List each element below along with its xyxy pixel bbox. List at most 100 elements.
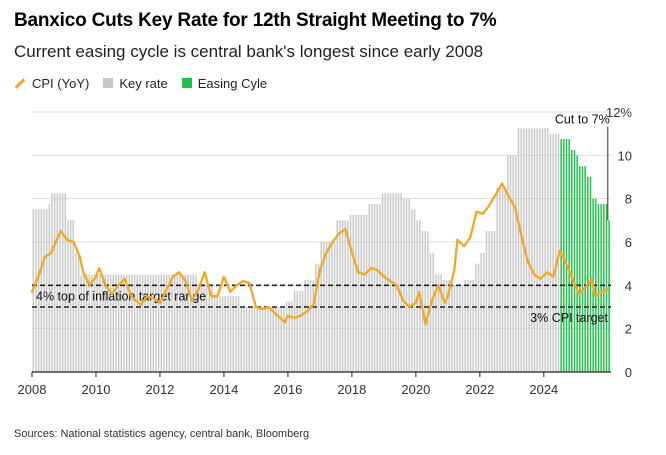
key-rate-bar bbox=[507, 155, 509, 372]
cpi-line bbox=[30, 182, 609, 326]
key-rate-bar bbox=[397, 193, 400, 372]
key-rate-bar bbox=[187, 274, 189, 372]
key-rate-bar bbox=[56, 193, 59, 372]
key-rate-bar bbox=[341, 220, 344, 372]
key-rate-bar bbox=[525, 128, 528, 372]
key-rate-bar bbox=[91, 274, 93, 372]
reference-label-upper: 4% top of inflation target range bbox=[36, 289, 206, 303]
easing-bar bbox=[597, 204, 600, 372]
key-rate-bar bbox=[147, 274, 149, 372]
key-rate-bar bbox=[163, 274, 165, 372]
key-rate-bar bbox=[48, 204, 51, 372]
key-rate-bar bbox=[61, 193, 64, 372]
easing-bar bbox=[563, 139, 565, 372]
key-rate-bar bbox=[371, 204, 373, 372]
key-rate-bar bbox=[45, 209, 48, 372]
key-rate-bar bbox=[200, 285, 203, 372]
key-rate-bar bbox=[112, 274, 115, 372]
key-rate-bar bbox=[461, 285, 464, 372]
key-rate-bar bbox=[192, 274, 195, 372]
y-tick-label: 12% bbox=[606, 105, 632, 120]
key-rate-bar bbox=[109, 274, 112, 372]
x-tick-label: 2022 bbox=[465, 382, 494, 397]
key-rate-bar bbox=[533, 128, 536, 372]
chart-subtitle: Current easing cycle is central bank's l… bbox=[14, 42, 484, 61]
key-rate-bar bbox=[104, 274, 107, 372]
key-rate-bar bbox=[240, 307, 242, 372]
key-rate-bar bbox=[75, 252, 77, 372]
key-rate-bar bbox=[285, 301, 288, 372]
y-tick-label: 0 bbox=[625, 365, 632, 380]
legend-label-cpi: CPI (YoY) bbox=[32, 75, 90, 91]
key-rate-bar bbox=[405, 198, 408, 372]
x-tick-label: 2020 bbox=[401, 382, 430, 397]
key-rate-bar bbox=[475, 263, 477, 372]
y-tick-label: 4 bbox=[625, 278, 632, 293]
key-rate-bar bbox=[552, 133, 554, 372]
key-rate-bar bbox=[101, 274, 104, 372]
key-rate-bar bbox=[160, 274, 163, 372]
key-rate-bar bbox=[547, 128, 549, 372]
key-rate-bar bbox=[296, 290, 298, 372]
key-rate-bar bbox=[120, 274, 123, 372]
easing-bar bbox=[608, 220, 610, 372]
key-rate-bar bbox=[456, 285, 458, 372]
key-rate-bar bbox=[288, 301, 290, 372]
key-rate-bar bbox=[283, 307, 285, 372]
key-rate-bar bbox=[213, 296, 216, 372]
key-rate-bar bbox=[373, 204, 376, 372]
key-rate-bar bbox=[115, 274, 117, 372]
key-rate-bar bbox=[243, 307, 245, 372]
chart-title: Banxico Cuts Key Rate for 12th Straight … bbox=[14, 10, 497, 31]
key-rate-bar bbox=[144, 274, 147, 372]
key-rate-bar bbox=[325, 242, 328, 372]
key-rate-bar bbox=[173, 274, 176, 372]
key-rate-bar bbox=[365, 214, 368, 372]
key-rate-bar bbox=[488, 231, 490, 372]
key-rate-bar bbox=[139, 274, 141, 372]
key-rate-bar bbox=[435, 274, 437, 372]
key-rate-bar bbox=[35, 209, 37, 372]
key-rate-bar bbox=[176, 274, 179, 372]
key-rate-bar bbox=[427, 231, 429, 372]
key-rate-bar bbox=[539, 128, 541, 372]
key-rate-bar bbox=[381, 193, 384, 372]
key-rate-bar bbox=[157, 274, 160, 372]
key-rate-bar bbox=[429, 252, 432, 372]
key-rate-bar bbox=[445, 279, 448, 372]
legend-label-key-rate: Key rate bbox=[119, 75, 168, 91]
key-rate-bar bbox=[491, 231, 493, 372]
easing-bar bbox=[605, 204, 608, 372]
key-rate-bar bbox=[128, 274, 131, 372]
key-rate-bar bbox=[485, 231, 488, 372]
key-rate-bar bbox=[464, 279, 466, 372]
key-rate-bar bbox=[459, 285, 461, 372]
key-rate-bar bbox=[181, 274, 184, 372]
key-rate-bar bbox=[411, 209, 413, 372]
key-rate-bar bbox=[232, 296, 234, 372]
key-rate-bar bbox=[149, 274, 152, 372]
key-rate-bar bbox=[117, 274, 120, 372]
key-rate-bar bbox=[477, 263, 480, 372]
key-rate-bar bbox=[171, 274, 173, 372]
key-rate-bar bbox=[64, 193, 67, 372]
key-rate-bar bbox=[179, 274, 181, 372]
key-rate-bar bbox=[189, 274, 192, 372]
key-rate-bar bbox=[267, 307, 269, 372]
key-rate-bar bbox=[517, 128, 520, 372]
key-rate-bar bbox=[469, 279, 472, 372]
key-rate-bar bbox=[40, 209, 43, 372]
easing-bar bbox=[603, 204, 605, 372]
key-rate-bar bbox=[421, 231, 424, 372]
key-rate-bar bbox=[413, 209, 416, 372]
key-rate-bar bbox=[203, 285, 205, 372]
key-rate-bar bbox=[168, 274, 171, 372]
key-rate-bar bbox=[483, 252, 485, 372]
key-rate-bar bbox=[440, 274, 442, 372]
key-rate-bar bbox=[317, 263, 320, 372]
key-rate-bar bbox=[275, 307, 277, 372]
key-rate-bar bbox=[280, 307, 282, 372]
easing-bar bbox=[600, 204, 602, 372]
easing-bar bbox=[573, 149, 576, 372]
key-rate-bar bbox=[315, 263, 317, 372]
